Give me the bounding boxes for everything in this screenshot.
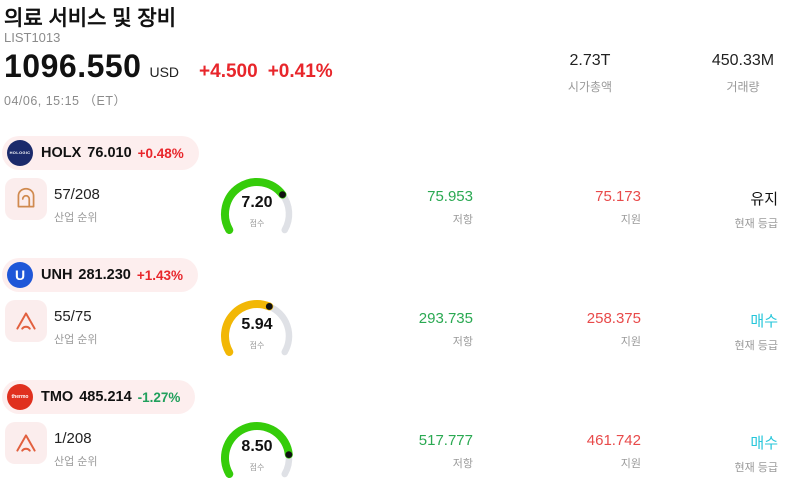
market-cap-label: 시가총액 [567, 80, 613, 94]
rank-value: 57/208 [54, 186, 100, 203]
grade-value: 유지 [750, 191, 778, 208]
stock-price: 485.214 [79, 389, 132, 405]
resistance-col: 517.777 저항 [333, 432, 473, 471]
score-label: 점수 [249, 219, 265, 228]
support-col: 75.173 지원 [501, 188, 641, 227]
support-value: 461.742 [586, 432, 641, 449]
resistance-label: 저항 [452, 458, 473, 470]
stock-pill-holx[interactable]: HOLOGIC HOLX 76.010 +0.48% [2, 136, 199, 170]
peak-icon [5, 422, 47, 464]
index-change-pct: +0.41% [267, 61, 333, 82]
grade-value: 매수 [750, 435, 778, 452]
score-gauge: 7.20 점수 [212, 174, 302, 238]
volume-stat: 450.33M 거래량 [688, 52, 798, 95]
resistance-value: 293.735 [418, 310, 473, 327]
quote-datetime: 04/06, 15:15 （ET） [4, 94, 127, 108]
score-gauge: 5.94 점수 [212, 296, 302, 360]
page-title: 의료 서비스 및 장비 [4, 7, 177, 30]
support-label: 지원 [620, 214, 641, 226]
list-id: LIST1013 [4, 30, 61, 45]
grade-label: 현재 등급 [734, 462, 778, 474]
index-change-abs: +4.500 [199, 61, 258, 82]
rank-label: 산업 순위 [54, 212, 98, 224]
grade-label: 현재 등급 [734, 340, 778, 352]
grade-label: 현재 등급 [734, 218, 778, 230]
volume-value: 450.33M [711, 52, 775, 69]
rank-label: 산업 순위 [54, 456, 98, 468]
score-value: 8.50 [241, 438, 273, 455]
score-value: 7.20 [241, 194, 273, 211]
score-gauge: 8.50 점수 [212, 418, 302, 482]
index-price: 1096.550 [4, 48, 142, 84]
grade-value: 매수 [750, 313, 778, 330]
currency-label: USD [149, 64, 180, 80]
stock-price: 76.010 [87, 145, 132, 161]
support-label: 지원 [620, 336, 641, 348]
stock-change: +0.48% [137, 145, 184, 161]
resistance-value: 517.777 [418, 432, 473, 449]
score-label: 점수 [249, 341, 265, 350]
resistance-label: 저항 [452, 336, 473, 348]
grade-col: 매수 현재 등급 [638, 432, 778, 475]
stock-ticker: HOLX [41, 145, 82, 161]
stock-pill-tmo[interactable]: thermo TMO 485.214 -1.27% [2, 380, 196, 414]
resistance-label: 저항 [452, 214, 473, 226]
score-label: 점수 [249, 463, 265, 472]
stock-ticker: TMO [41, 389, 74, 405]
resistance-col: 75.953 저항 [333, 188, 473, 227]
bread-icon [5, 178, 47, 220]
support-value: 258.375 [586, 310, 641, 327]
stock-row-unh: U UNH 281.230 +1.43% 55/75 산업 순위 5.94 점수… [0, 252, 800, 374]
industry-rank: 55/75 산업 순위 [54, 308, 98, 347]
stock-row-holx: HOLOGIC HOLX 76.010 +0.48% 57/208 산업 순위 … [0, 130, 800, 252]
rank-value: 55/75 [54, 308, 92, 325]
stock-change: +1.43% [136, 267, 184, 283]
industry-rank: 57/208 산업 순위 [54, 186, 100, 225]
index-price-row: 1096.550 USD +4.500 +0.41% [4, 48, 333, 85]
support-label: 지원 [620, 458, 641, 470]
score-value: 5.94 [241, 316, 273, 333]
unh-logo: U [7, 262, 33, 288]
stock-row-tmo: thermo TMO 485.214 -1.27% 1/208 산업 순위 8.… [0, 374, 800, 496]
stock-price: 281.230 [78, 267, 131, 283]
tmo-logo: thermo [7, 384, 33, 410]
support-col: 461.742 지원 [501, 432, 641, 471]
rank-label: 산업 순위 [54, 334, 98, 346]
stock-pill-unh[interactable]: U UNH 281.230 +1.43% [2, 258, 199, 292]
market-cap-value: 2.73T [569, 52, 611, 69]
market-cap-stat: 2.73T 시가총액 [530, 52, 650, 95]
resistance-value: 75.953 [427, 188, 473, 205]
peak-icon [5, 300, 47, 342]
rank-value: 1/208 [54, 430, 92, 447]
grade-col: 유지 현재 등급 [638, 188, 778, 231]
holx-logo: HOLOGIC [7, 140, 33, 166]
stock-change: -1.27% [137, 389, 181, 405]
support-col: 258.375 지원 [501, 310, 641, 349]
industry-rank: 1/208 산업 순위 [54, 430, 98, 469]
stock-ticker: UNH [41, 267, 73, 283]
grade-col: 매수 현재 등급 [638, 310, 778, 353]
resistance-col: 293.735 저항 [333, 310, 473, 349]
support-value: 75.173 [595, 188, 641, 205]
volume-label: 거래량 [726, 80, 760, 94]
